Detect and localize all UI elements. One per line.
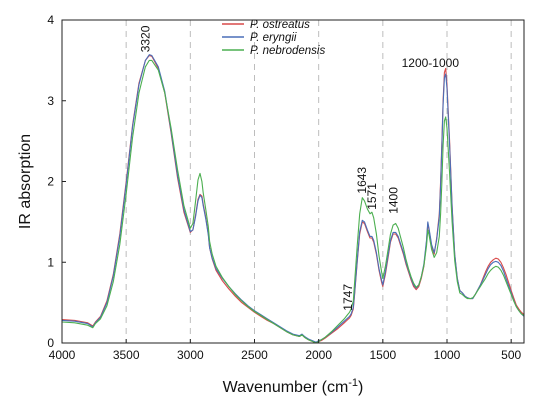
x-axis-label-superscript: -1 (348, 377, 358, 389)
x-tick-label: 4000 (49, 348, 76, 362)
series-line-2 (61, 54, 525, 343)
y-axis-ticks: 0 1 2 3 4 (47, 13, 66, 350)
x-tick-label: 500 (501, 348, 521, 362)
y-axis-label: IR absorption (17, 134, 34, 229)
peak-annotation: 1747 (341, 284, 355, 311)
peak-annotation: 1571 (365, 183, 379, 210)
y-tick-label: 1 (47, 255, 54, 269)
y-tick-label: 4 (47, 13, 54, 27)
x-tick-label: 2000 (305, 348, 332, 362)
x-tick-label: 1000 (434, 348, 461, 362)
peak-annotation: 1400 (387, 187, 401, 214)
x-axis-label-main: Wavenumber (cm (223, 379, 349, 396)
x-axis-label-close: ) (358, 379, 363, 396)
y-tick-label: 2 (47, 175, 54, 189)
series-line-3 (61, 59, 525, 344)
x-axis-label: Wavenumber (cm-1) (223, 377, 364, 396)
legend-label-1: P. ostreatus (250, 19, 310, 31)
series-line-1 (61, 54, 525, 344)
x-tick-label: 3500 (113, 348, 140, 362)
peak-annotation: 1643 (355, 167, 369, 194)
legend-label-2: P. eryngii (250, 32, 297, 44)
y-tick-label: 0 (47, 336, 54, 350)
y-tick-label: 3 (47, 94, 54, 108)
x-tick-label: 3000 (177, 348, 204, 362)
peak-annotation: 3320 (138, 25, 152, 52)
x-axis-ticks: 4000 3500 3000 2500 2000 1500 1000 500 (49, 339, 521, 362)
series-lines (61, 54, 525, 344)
legend-label-3: P. nebrodensis (250, 45, 325, 57)
peak-annotation: 1200-1000 (402, 56, 460, 70)
x-tick-label: 1500 (369, 348, 396, 362)
x-tick-label: 2500 (241, 348, 268, 362)
